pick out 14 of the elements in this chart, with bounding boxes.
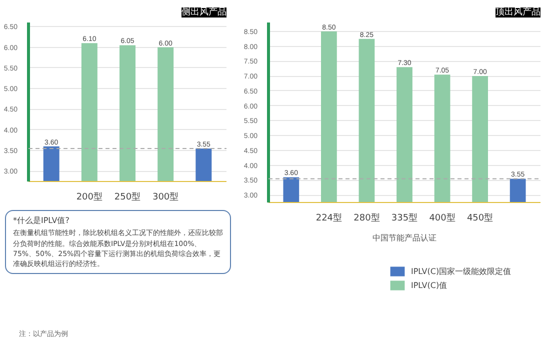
- x-tick-label: 200型: [76, 192, 103, 202]
- text: *什么是IPLV值?: [13, 215, 70, 226]
- x-tick-label: 280型: [354, 212, 380, 224]
- x-tick-label: 335型: [391, 212, 418, 224]
- legend-label: IPLV(C)国家一级能效限定值: [411, 266, 512, 277]
- chart-title: 侧出风产品: [182, 6, 226, 18]
- x-tick-label: 224型: [316, 212, 342, 224]
- x-tick-label: 300型: [152, 192, 179, 202]
- text: 中国节能产品认证: [372, 234, 436, 242]
- legend-label: IPLV(C)值: [411, 280, 448, 291]
- x-tick-label: 250型: [114, 192, 141, 202]
- x-tick-label: 450型: [466, 212, 494, 224]
- chart-title: 顶出风产品: [496, 6, 540, 18]
- x-tick-label: 400型: [429, 212, 456, 224]
